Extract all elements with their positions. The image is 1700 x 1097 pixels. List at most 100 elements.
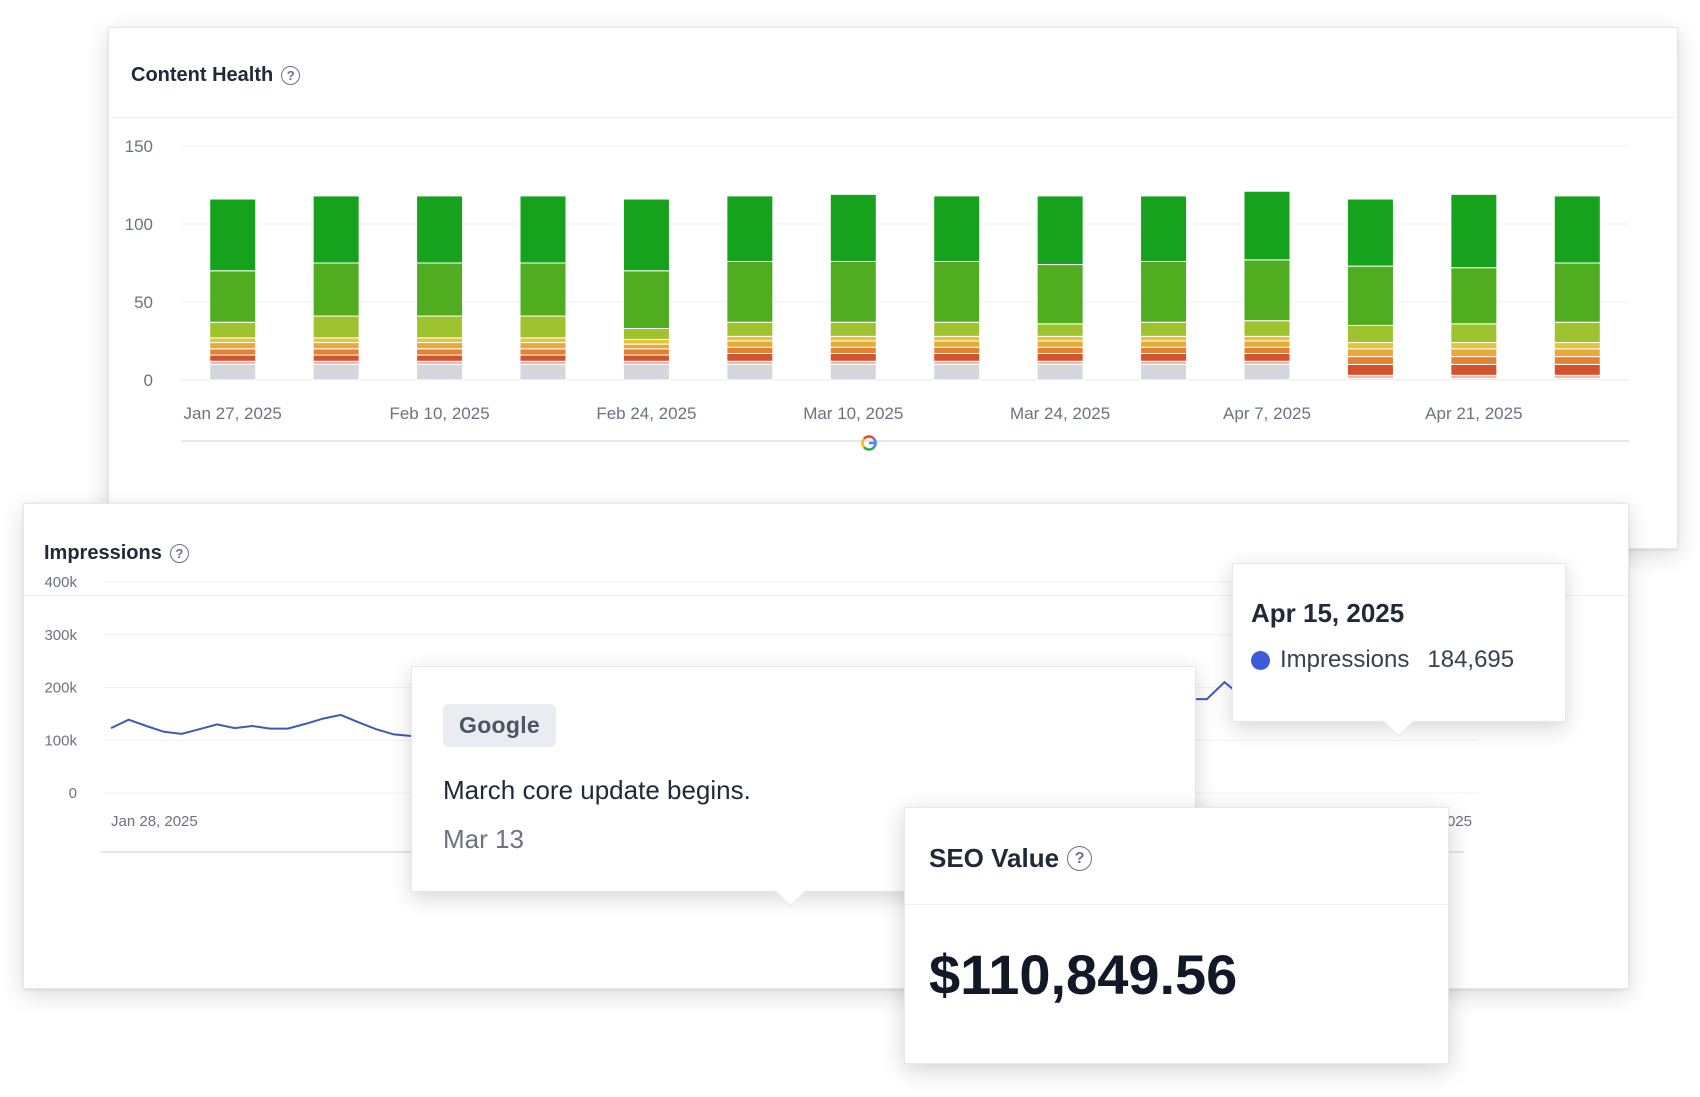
content-health-title: Content Health ? bbox=[131, 64, 301, 87]
bar-segment bbox=[209, 363, 257, 381]
bar-segment bbox=[1140, 340, 1188, 348]
impressions-title: Impressions ? bbox=[44, 542, 189, 565]
bar-segment bbox=[1346, 342, 1394, 350]
bar-segment bbox=[1346, 324, 1394, 344]
bar-segment bbox=[416, 342, 464, 350]
bar-segment bbox=[519, 354, 567, 362]
bar-segment bbox=[416, 337, 464, 344]
question-circle-icon[interactable]: ? bbox=[281, 66, 301, 85]
bar-segment bbox=[622, 363, 670, 381]
x-tick-label: Mar 10, 2025 bbox=[803, 404, 903, 423]
bar-segment bbox=[1346, 356, 1394, 365]
question-circle-icon[interactable]: ? bbox=[1067, 846, 1093, 871]
bar-segment bbox=[829, 363, 877, 381]
bar-segment bbox=[1036, 335, 1084, 342]
seo-value-card: SEO Value ? $110,849.56 bbox=[904, 807, 1449, 1064]
tooltip-series-label: Impressions bbox=[1280, 646, 1410, 673]
y-tick-label: 50 bbox=[134, 293, 153, 312]
tooltip-series-row: Impressions 184,695 bbox=[1251, 646, 1514, 674]
bar-segment bbox=[622, 338, 670, 345]
x-tick-label: Jan 27, 2025 bbox=[184, 404, 282, 423]
bar-segment bbox=[416, 354, 464, 362]
bar-segment bbox=[1243, 190, 1291, 261]
bar-segment bbox=[622, 354, 670, 362]
bar-segment bbox=[1036, 340, 1084, 348]
seo-value-amount: $110,849.56 bbox=[929, 943, 1238, 1006]
bar-segment bbox=[622, 328, 670, 340]
bar-segment bbox=[1346, 363, 1394, 376]
bar-segment bbox=[209, 354, 257, 362]
bar-segment bbox=[933, 346, 981, 354]
bar-segment bbox=[1346, 265, 1394, 326]
bar-segment bbox=[1450, 267, 1498, 325]
bar-segment bbox=[209, 348, 257, 356]
content-health-chart: 0 50 100 150 Jan 27, 2025 Feb 10, 2025 Feb 24,… bbox=[125, 137, 1629, 451]
source-tag: Google bbox=[443, 704, 557, 747]
bar-segment bbox=[1036, 323, 1084, 337]
bar-segment bbox=[726, 195, 774, 262]
bar-segment bbox=[1553, 321, 1601, 344]
bar-segment bbox=[312, 315, 360, 339]
bar-segment bbox=[416, 195, 464, 264]
x-tick-label: Feb 24, 2025 bbox=[596, 404, 696, 423]
bar-segment bbox=[519, 342, 567, 350]
bar-segment bbox=[1346, 348, 1394, 358]
content-health-card: Content Health ? 0 50 100 150 Jan 27, 2025 Fe… bbox=[108, 27, 1678, 549]
x-tick-label: Feb 10, 2025 bbox=[389, 404, 489, 423]
bar-segment bbox=[312, 342, 360, 350]
bar-segment bbox=[312, 354, 360, 362]
x-tick-label: Jan 28, 2025 bbox=[111, 813, 198, 830]
bar-segment bbox=[519, 262, 567, 317]
annotation-date: Mar 13 bbox=[443, 824, 524, 854]
bar-segment bbox=[933, 340, 981, 348]
bar-segment bbox=[726, 352, 774, 362]
impressions-title-text: Impressions bbox=[44, 542, 162, 564]
bar-segment bbox=[622, 343, 670, 350]
bar-segment bbox=[519, 337, 567, 344]
bar-segment bbox=[933, 260, 981, 323]
bar-segment bbox=[1450, 356, 1498, 365]
bar-segment bbox=[1036, 352, 1084, 362]
y-tick-label: 0 bbox=[69, 785, 77, 802]
bar-segment bbox=[1450, 323, 1498, 344]
bar-segment bbox=[726, 346, 774, 354]
bar-segment bbox=[312, 348, 360, 356]
y-tick-label: 0 bbox=[144, 371, 153, 390]
bar-segment bbox=[416, 363, 464, 381]
bar-segment bbox=[1553, 356, 1601, 365]
bar-segment bbox=[519, 315, 567, 339]
bar-segment bbox=[312, 262, 360, 317]
bar-segment bbox=[1140, 346, 1188, 354]
bar-segment bbox=[829, 335, 877, 342]
content-health-divider bbox=[109, 117, 1677, 118]
bar-segment bbox=[416, 262, 464, 317]
bar-segment bbox=[209, 342, 257, 350]
seo-value-title-text: SEO Value bbox=[929, 843, 1060, 873]
bar-segment bbox=[933, 321, 981, 337]
bar-segment bbox=[1553, 363, 1601, 376]
question-circle-icon[interactable]: ? bbox=[169, 544, 189, 563]
bar-segment bbox=[519, 348, 567, 356]
bar-segment bbox=[519, 363, 567, 381]
bar-segment bbox=[1553, 262, 1601, 323]
bar-segment bbox=[1450, 363, 1498, 376]
bar-segment bbox=[1036, 346, 1084, 354]
y-tick-label: 100k bbox=[44, 732, 77, 749]
bar-segment bbox=[1243, 363, 1291, 381]
bar-segment bbox=[933, 195, 981, 262]
y-tick-label: 150 bbox=[125, 137, 153, 156]
bar-segment bbox=[312, 363, 360, 381]
bar-segment bbox=[1140, 260, 1188, 323]
bar-segment bbox=[1243, 346, 1291, 354]
bar-segment bbox=[933, 352, 981, 362]
tooltip-value: 184,695 bbox=[1427, 646, 1515, 673]
bar-segment bbox=[622, 270, 670, 330]
google-g-icon[interactable] bbox=[861, 435, 877, 451]
series-color-dot bbox=[1251, 650, 1270, 670]
bar-segment bbox=[1346, 198, 1394, 267]
bar-segment bbox=[1140, 352, 1188, 362]
bar-segment bbox=[1553, 195, 1601, 264]
bar-segment bbox=[829, 340, 877, 348]
bar-segment bbox=[209, 198, 257, 272]
impressions-divider bbox=[24, 595, 1628, 596]
